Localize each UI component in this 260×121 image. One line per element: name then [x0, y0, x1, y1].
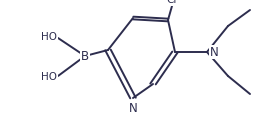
Text: N: N: [129, 102, 137, 115]
Text: HO: HO: [41, 72, 57, 82]
Text: Cl: Cl: [167, 0, 177, 5]
Text: HO: HO: [41, 32, 57, 42]
Text: B: B: [81, 49, 89, 63]
Text: N: N: [210, 45, 219, 58]
